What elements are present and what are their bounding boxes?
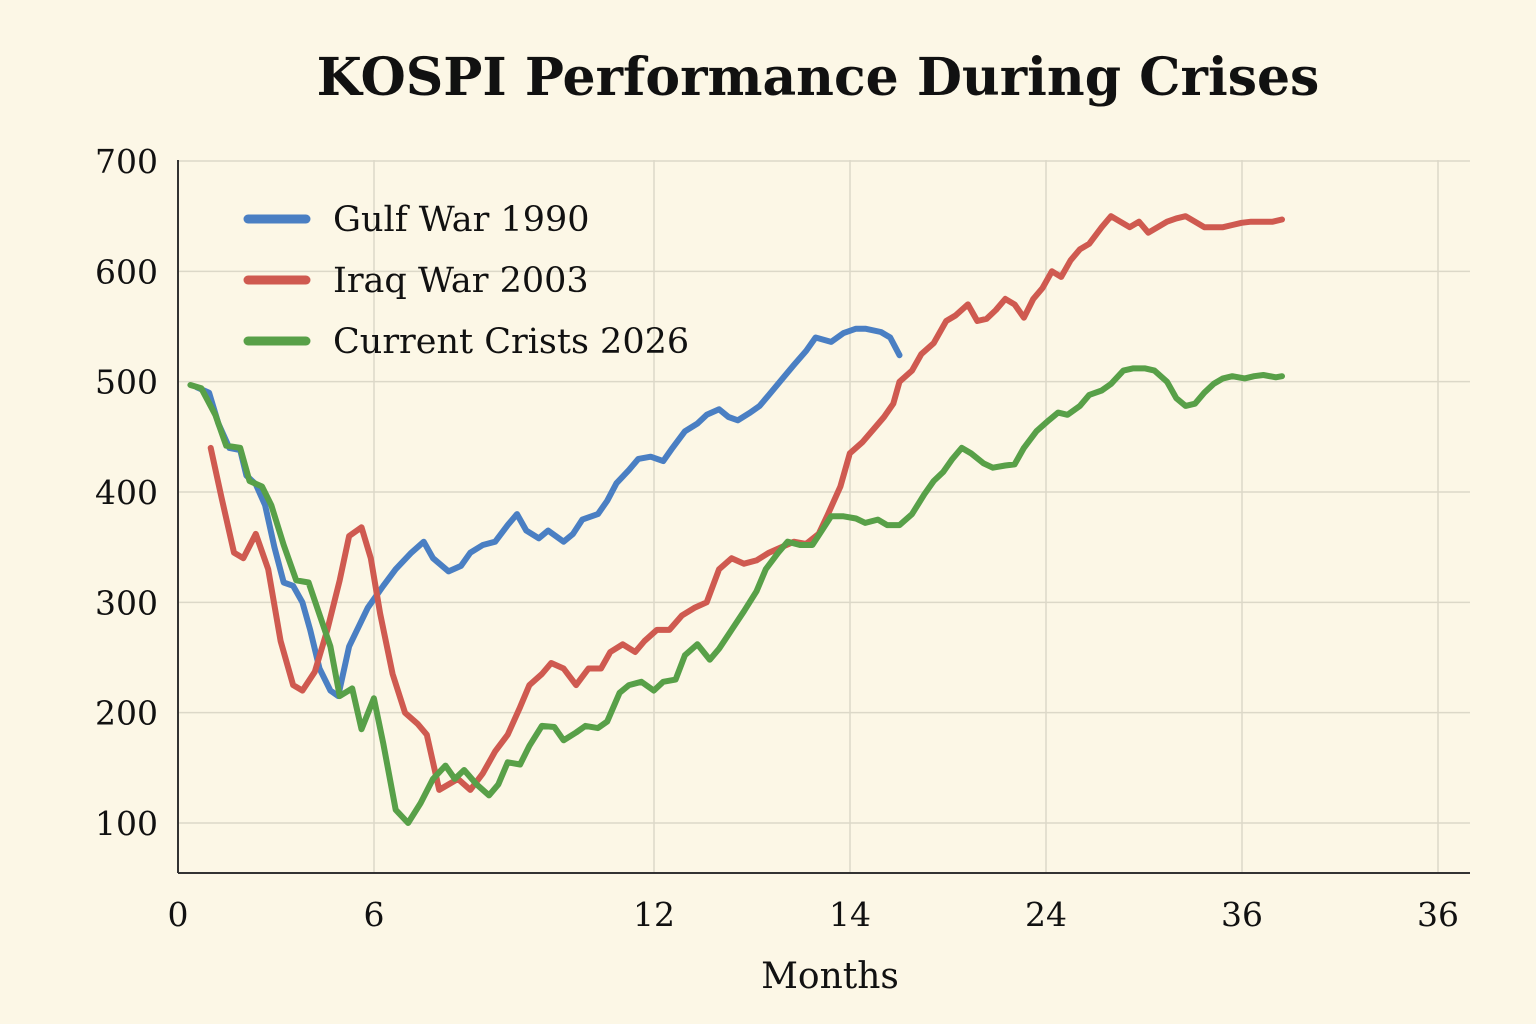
- x-axis-title: Months: [761, 956, 899, 997]
- x-tick-label: 12: [633, 895, 675, 934]
- series-line-current-crists-2026: [187, 365, 1285, 826]
- x-tick-label: 6: [364, 895, 385, 934]
- x-tick-label: 36: [1221, 895, 1263, 934]
- legend-label-iraq-war-2003: Iraq War 2003: [333, 261, 589, 301]
- y-tick-label: 400: [95, 473, 158, 512]
- y-tick-label: 100: [95, 804, 158, 843]
- series-layer: [187, 213, 1285, 826]
- legend-label-current-crists-2026: Current Crists 2026: [333, 322, 689, 362]
- x-tick-label: 0: [168, 895, 189, 934]
- legend-label-gulf-war-1990: Gulf War 1990: [333, 200, 590, 240]
- chart-title: KOSPI Performance During Crises: [317, 47, 1320, 108]
- y-tick-label: 600: [95, 252, 158, 291]
- axes-layer: 100 200 300 400 500 600 700 0 6 12 14 24 36 36: [95, 142, 1470, 934]
- y-tick-label: 300: [95, 583, 158, 622]
- x-tick-label: 36: [1417, 895, 1459, 934]
- legend: Gulf War 1990 Iraq War 2003 Current Crists…: [243, 200, 689, 362]
- y-tick-label: 200: [95, 694, 158, 733]
- x-tick-label: 24: [1025, 895, 1067, 934]
- series-line-gulf-war-1990: [193, 325, 903, 700]
- y-tick-label: 500: [95, 363, 158, 402]
- y-tick-label: 700: [95, 142, 158, 181]
- x-tick-label: 14: [829, 895, 871, 934]
